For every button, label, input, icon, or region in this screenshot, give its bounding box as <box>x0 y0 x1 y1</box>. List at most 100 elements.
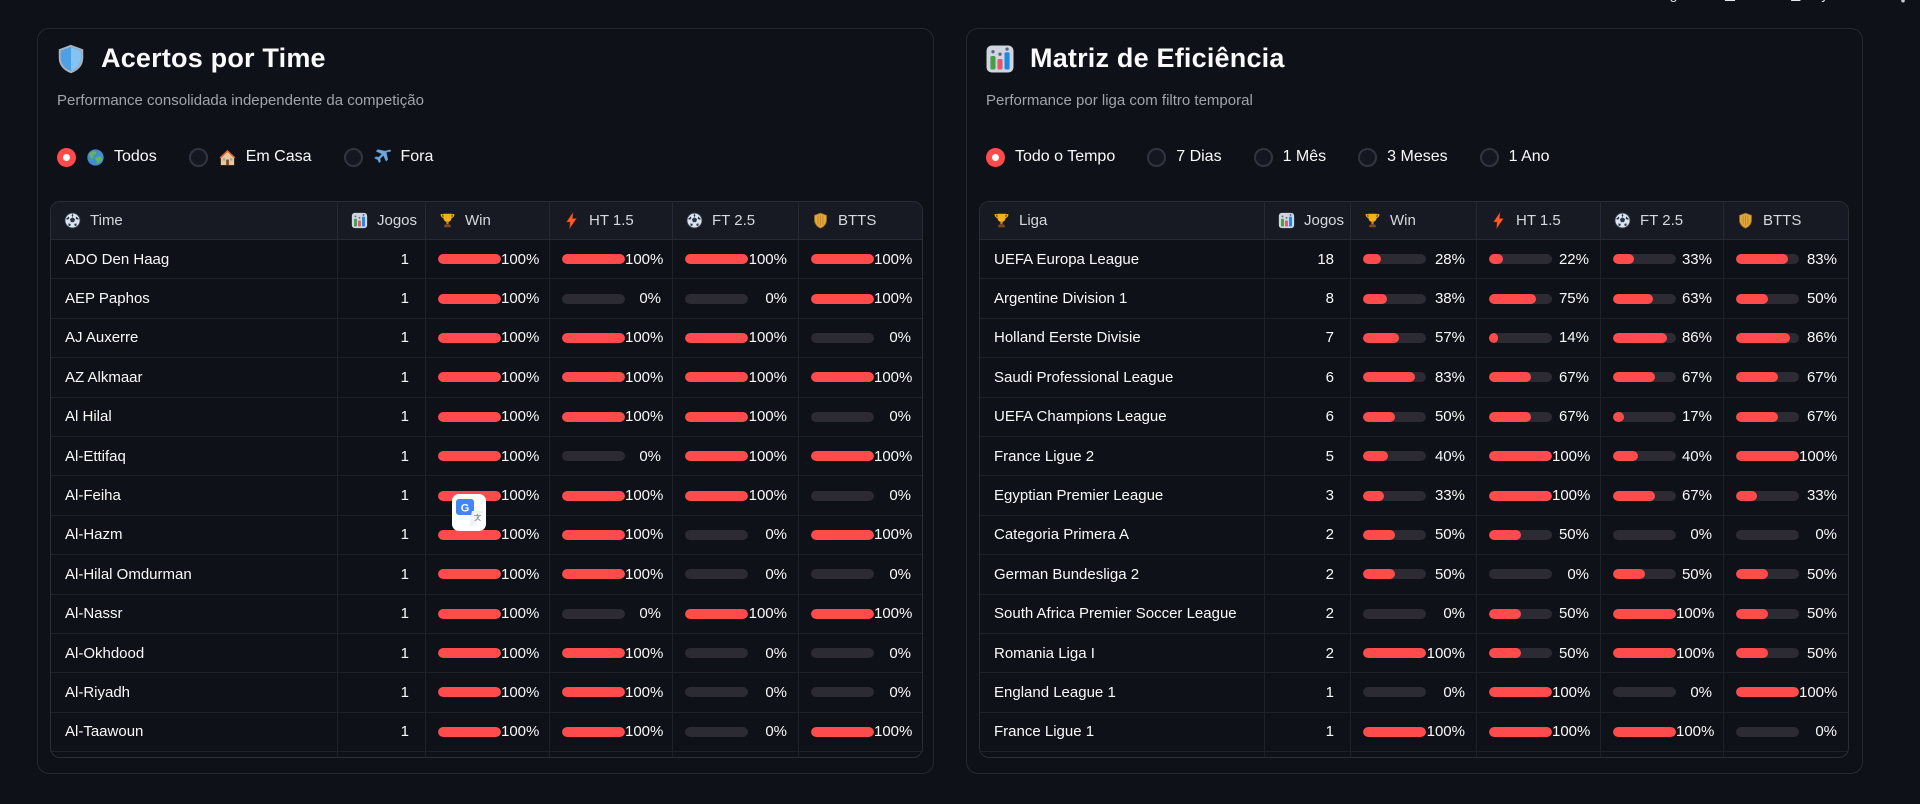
bar-track <box>562 490 625 501</box>
table-row: AEP Paphos 1 100% 0% 0% 100% <box>51 279 922 319</box>
bar-fill <box>1613 254 1634 265</box>
bar-fill <box>562 372 625 383</box>
bar-fill <box>811 451 874 462</box>
btts-cell: 33% <box>1724 476 1848 514</box>
percent-value: 100% <box>625 644 664 662</box>
percent-value: 0% <box>765 683 787 701</box>
win-cell: 100% <box>426 358 550 397</box>
ft25-cell: 50% <box>1601 555 1724 594</box>
btts-cell: 100% <box>799 358 922 396</box>
percent-value: 100% <box>748 329 787 347</box>
ht15-cell: 0% <box>550 279 673 318</box>
efficiency-panel: Matriz de Eficiência Performance por lig… <box>966 28 1863 774</box>
bar-fill <box>562 529 625 540</box>
ft25-cell: 0% <box>673 555 799 594</box>
ht15-cell: 100% <box>1477 476 1601 515</box>
percent-value: 0% <box>765 290 787 308</box>
column-header-ft-2-5: FT 2.5 <box>673 202 799 239</box>
bar-fill <box>1489 451 1552 462</box>
jogos-value: 6 <box>1265 397 1351 436</box>
percent-value: 50% <box>1434 526 1465 544</box>
btts-cell: 100% <box>799 595 922 633</box>
win-cell: 100% <box>426 436 550 476</box>
win-cell: 100% <box>426 712 550 752</box>
bar-track <box>1613 372 1676 383</box>
bar-track <box>1736 451 1799 462</box>
empty-cell <box>426 752 550 757</box>
win-cell: 100% <box>426 555 550 594</box>
table-row: Al-Taawoun 1 100% 100% 0% 100% <box>51 712 922 753</box>
filter-option-fora[interactable]: Fora <box>343 147 433 167</box>
percent-value: 100% <box>874 368 913 386</box>
filter-option-3-meses[interactable]: 3 Meses <box>1358 147 1448 167</box>
row-name: Argentine Division 1 <box>980 279 1265 318</box>
ft25-cell: 100% <box>673 318 799 358</box>
bar-fill <box>1736 451 1799 462</box>
radio-unselected-icon[interactable] <box>343 147 363 167</box>
table-row-clipped <box>980 752 1848 757</box>
filter-option-todos[interactable]: Todos <box>57 147 157 167</box>
bar-track <box>438 648 501 659</box>
percent-value: 100% <box>625 329 664 347</box>
radio-selected-icon[interactable] <box>57 147 76 167</box>
radio-unselected-icon[interactable] <box>1479 147 1499 167</box>
rerun-button[interactable]: Rerun <box>1725 0 1763 2</box>
ht15-cell: 50% <box>1477 594 1601 633</box>
bar-track <box>1363 687 1426 698</box>
bar-track <box>1736 608 1799 619</box>
file-changed-status: File changed. <box>1589 0 1697 2</box>
bar-fill <box>438 293 501 304</box>
jogos-value: 1 <box>338 436 426 476</box>
percent-value: 100% <box>1426 723 1465 741</box>
win-cell: 100% <box>1351 712 1477 752</box>
ft25-cell: 100% <box>673 594 799 633</box>
bar-fill <box>1489 332 1498 343</box>
filter-option-em-casa[interactable]: Em Casa <box>188 147 312 167</box>
bar-fill <box>1613 332 1668 343</box>
percent-value: 100% <box>1552 723 1591 741</box>
filter-option-1-ano[interactable]: 1 Ano <box>1479 147 1550 167</box>
percent-value: 0% <box>1815 526 1837 544</box>
percent-value: 0% <box>639 290 661 308</box>
bar-track <box>685 411 748 422</box>
radio-selected-icon[interactable] <box>986 147 1005 167</box>
bar-fill <box>811 726 874 737</box>
jogos-value: 1 <box>338 318 426 358</box>
soccer-ball-icon <box>686 212 703 229</box>
bar-track <box>1736 490 1799 501</box>
btts-cell: 0% <box>799 476 922 514</box>
row-name: German Bundesliga 2 <box>980 555 1265 594</box>
radio-unselected-icon[interactable] <box>188 147 208 167</box>
jogos-value: 8 <box>1265 279 1351 318</box>
always-rerun-button[interactable]: Always rerun <box>1791 0 1872 2</box>
row-name: Al-Ettifaq <box>51 436 338 476</box>
row-name: Al-Hilal Omdurman <box>51 555 338 594</box>
table-row: Romania Liga I 2 100% 50% 100% 50% <box>980 633 1848 674</box>
filter-option-todo-o-tempo[interactable]: Todo o Tempo <box>986 147 1115 167</box>
empty-cell <box>799 752 922 757</box>
bar-fill <box>438 608 501 619</box>
leagues-table: Liga Jogos Win HT 1.5 FT 2.5 BTTS UEFA Europa… <box>979 201 1849 758</box>
ht15-cell: 100% <box>1477 673 1601 712</box>
btts-cell: 67% <box>1724 358 1848 396</box>
ft25-cell: 100% <box>673 358 799 397</box>
jogos-value: 3 <box>1265 476 1351 515</box>
jogos-value: 1 <box>1265 673 1351 712</box>
filter-option-1-mes[interactable]: 1 Mês <box>1253 147 1326 167</box>
radio-unselected-icon[interactable] <box>1147 147 1167 167</box>
bar-fill <box>1489 529 1521 540</box>
filter-label: Em Casa <box>218 148 312 167</box>
table-row: Al-Riyadh 1 100% 100% 0% 0% <box>51 673 922 713</box>
win-cell: 57% <box>1351 318 1477 358</box>
overflow-menu-icon[interactable] <box>1900 0 1906 3</box>
bar-fill <box>1613 608 1676 619</box>
google-translate-icon[interactable]: G <box>452 494 486 531</box>
filter-option-7-dias[interactable]: 7 Dias <box>1147 147 1222 167</box>
radio-unselected-icon[interactable] <box>1253 147 1273 167</box>
radio-unselected-icon[interactable] <box>1358 147 1378 167</box>
win-cell: 100% <box>426 397 550 436</box>
btts-cell: 100% <box>1724 673 1848 711</box>
percent-value: 17% <box>1681 408 1712 426</box>
bar-track <box>811 332 874 343</box>
percent-value: 0% <box>765 723 787 741</box>
